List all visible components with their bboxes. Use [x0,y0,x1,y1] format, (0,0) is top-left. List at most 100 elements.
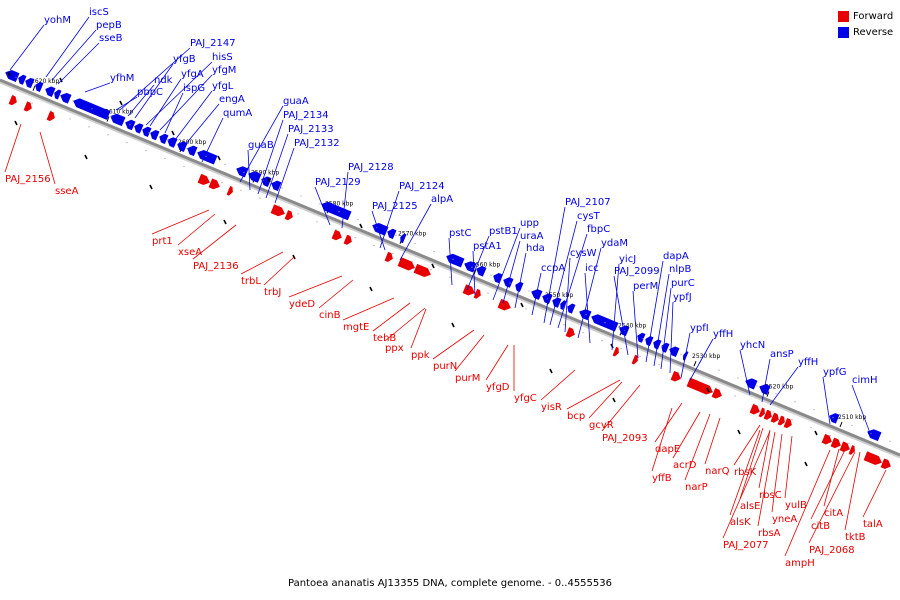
forward-gene-arrow [226,185,233,196]
reverse-gene-arrow [45,86,56,98]
gene-leader-line [379,190,400,249]
feature-dot [72,100,74,102]
feature-dot [582,332,584,334]
forward-gene-arrow [384,251,393,262]
gene-label: yffB [652,473,672,484]
gene-label: engA [219,94,245,105]
gene-leader-line [758,429,771,489]
gene-label: yfgC [514,393,537,404]
feature-dot [433,250,435,252]
gene-label: PAJ_2077 [723,540,769,551]
forward-gene-arrow [612,346,619,357]
feature-dot [677,371,679,373]
gene-label: PAJ_2128 [348,162,394,173]
feature-dot [12,94,14,96]
gene-label: fbpC [587,224,610,235]
reverse-gene-arrow [35,81,44,93]
axis-tick-mark [106,116,110,122]
reverse-gene-arrow [493,272,503,284]
feature-mark [814,430,818,436]
gene-label: trbJ [264,287,281,298]
gene-label: bcp [567,411,585,422]
gene-leader-line [472,250,476,296]
feature-dot [794,401,796,403]
gene-label: gcvR [589,420,614,431]
feature-mark [84,154,88,160]
gene-leader-line [265,133,289,199]
feature-dot [775,393,777,395]
forward-gene-arrow [770,412,779,423]
gene-leader-line [274,147,295,204]
gene-label: yffH [798,357,818,368]
reverse-swatch [838,27,849,38]
axis-tick-label: 2510 kbp [838,414,866,421]
gene-label: PAJ_2107 [565,197,611,208]
gene-leader-line [257,119,284,195]
feature-dot [297,213,299,215]
gene-label: yicJ [619,254,636,265]
legend-reverse: Reverse [838,25,893,40]
gene-label: yffH [713,329,733,340]
gene-label: ppx [385,343,404,354]
gene-leader-line [771,433,783,513]
gene-leader-line [810,449,846,520]
reverse-gene-arrow [669,346,680,358]
gene-leader-line [540,369,576,401]
feature-dot [620,347,622,350]
gene-label: sseB [99,33,123,44]
reverse-genes-group [5,70,882,442]
feature-dot [734,395,736,397]
forward-gene-arrow [343,234,352,245]
gene-leader-line [680,332,691,379]
axis-tick-mark [839,421,843,428]
gene-label: citA [824,508,843,519]
feature-mark [451,322,455,328]
gene-leader-line [739,349,751,396]
gene-label: qumA [223,108,252,119]
forward-gene-arrow [284,210,293,221]
gene-label: ydeD [289,299,315,310]
feature-dot [69,118,71,120]
gene-leader-line [149,78,182,127]
gene-label: pstB1 [489,226,518,237]
reverse-gene-arrow [759,384,771,395]
gene-label: yulB [785,500,807,511]
gene-leader-line [174,90,213,141]
reverse-gene-arrow [531,289,543,300]
reverse-gene-arrow [552,297,562,308]
gene-label: ypfJ [673,292,692,303]
gene-leader-line [577,247,602,339]
gene-label: PAJ_2134 [283,110,329,121]
gene-leader-line [115,96,138,111]
gene-label: perM [633,281,658,292]
gene-leader-line [263,256,295,286]
gene-label: narP [685,482,708,493]
gene-leader-line [564,257,571,333]
gene-label: mgtE [343,322,369,333]
reverse-gene-arrow [167,137,178,148]
feature-dot [737,377,739,379]
gene-leader-line [844,451,861,531]
feature-mark [737,429,741,435]
forward-gene-arrow [23,101,32,112]
reverse-gene-arrow [18,74,27,85]
feature-dot [15,76,17,78]
gene-label: alsE [740,501,760,512]
gene-leader-line [502,240,521,304]
feature-dot [753,403,755,405]
gene-label: iscS [89,7,109,18]
gene-leader-line [566,379,621,410]
gene-leader-line [492,227,521,301]
gene-leader-line [159,74,213,131]
feature-dot [148,131,150,134]
forward-gene-arrow [397,257,415,271]
gene-leader-line [851,384,871,434]
gene-leader-line [653,273,670,367]
gene-leader-line [127,84,155,117]
gene-leader-line [454,334,485,372]
feature-mark [267,177,271,183]
gene-label: PAJ_2147 [190,38,236,49]
gene-label: ypfI [690,323,709,334]
feature-dot [509,282,511,284]
forward-gene-arrow [749,403,760,415]
